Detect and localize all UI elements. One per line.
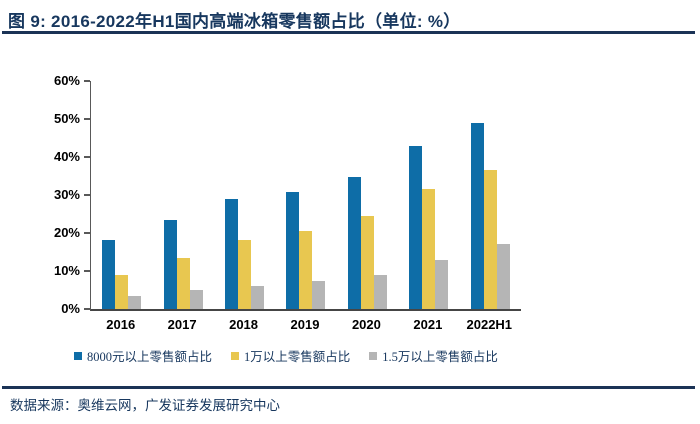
legend-swatch-icon — [231, 351, 240, 360]
bar-2022H1 — [470, 123, 484, 309]
x-axis-tick-label: 2018 — [229, 317, 259, 332]
x-axis-tick-label: 2021 — [413, 317, 443, 332]
bar-2022H1 — [483, 170, 497, 309]
y-axis-tick-label: 0% — [61, 301, 80, 316]
bar-2018 — [251, 286, 265, 309]
y-axis-tick-mark — [84, 118, 90, 120]
y-axis-tick-mark — [84, 194, 90, 196]
bar-2016 — [115, 274, 129, 309]
bar-group-2021 — [398, 81, 459, 309]
bar-group-2019 — [275, 81, 336, 309]
y-axis-tick-label: 60% — [53, 73, 80, 88]
footer-divider — [2, 386, 695, 389]
bar-group-2018 — [214, 81, 275, 309]
bar-group-2022H1 — [460, 81, 521, 309]
bar-2018 — [238, 240, 252, 309]
legend-item: 1万以上零售额占比 — [231, 346, 350, 365]
plot-area — [90, 81, 521, 311]
bar-2019 — [312, 281, 326, 309]
bar-2017 — [163, 220, 177, 309]
bar-group-2017 — [152, 81, 213, 309]
legend-swatch-icon — [369, 351, 378, 360]
y-axis-tick-label: 10% — [53, 263, 80, 278]
y-axis-tick-mark — [84, 80, 90, 82]
bar-2020 — [347, 176, 361, 309]
legend-swatch-icon — [74, 351, 82, 360]
bar-2017 — [176, 257, 190, 309]
bar-2016 — [102, 240, 116, 309]
chart-legend: 8000元以上零售额占比 1万以上零售额占比 1.5万以上零售额占比 — [74, 346, 498, 365]
bar-2019 — [299, 231, 313, 309]
bar-2022H1 — [496, 244, 510, 309]
bar-2020 — [373, 274, 387, 309]
legend-label: 1.5万以上零售额占比 — [382, 350, 498, 364]
x-axis-tick-label: 2022H1 — [466, 317, 513, 332]
legend-label: 1万以上零售额占比 — [244, 350, 351, 364]
bar-2016 — [128, 295, 142, 309]
x-axis-tick-label: 2020 — [351, 317, 381, 332]
title-divider — [2, 31, 695, 34]
x-axis-tick-label: 2019 — [290, 317, 320, 332]
y-axis-tick-mark — [84, 156, 90, 158]
bar-2021 — [422, 188, 436, 309]
bar-2021 — [435, 259, 449, 309]
data-source: 数据来源：奥维云网，广发证券发展研究中心 — [10, 398, 280, 413]
legend-item: 8000元以上零售额占比 — [74, 346, 212, 365]
y-axis-tick-label: 50% — [53, 111, 80, 126]
y-axis-tick-label: 20% — [53, 225, 80, 240]
bar-chart: 0% 10% 20% 30% 40% 50% 60% 2016 2017 2018 2019 2020… — [0, 65, 700, 355]
x-axis-tick-label: 2016 — [106, 317, 136, 332]
y-axis-tick-label: 30% — [53, 187, 80, 202]
bar-group-2020 — [337, 81, 398, 309]
legend-item: 1.5万以上零售额占比 — [369, 346, 498, 365]
figure-title: 图 9: 2016-2022年H1国内高端冰箱零售额占比（单位: %） — [8, 12, 461, 31]
bar-2019 — [286, 191, 300, 309]
bar-2017 — [189, 290, 203, 309]
legend-label: 8000元以上零售额占比 — [87, 350, 213, 364]
y-axis-tick-mark — [84, 270, 90, 272]
bar-2021 — [409, 145, 423, 309]
bar-2018 — [225, 199, 239, 309]
bar-2020 — [360, 215, 374, 309]
x-axis-tick-label: 2017 — [167, 317, 197, 332]
y-axis-tick-mark — [84, 308, 90, 310]
y-axis-tick-mark — [84, 232, 90, 234]
y-axis-tick-label: 40% — [53, 149, 80, 164]
bar-group-2016 — [91, 81, 152, 309]
